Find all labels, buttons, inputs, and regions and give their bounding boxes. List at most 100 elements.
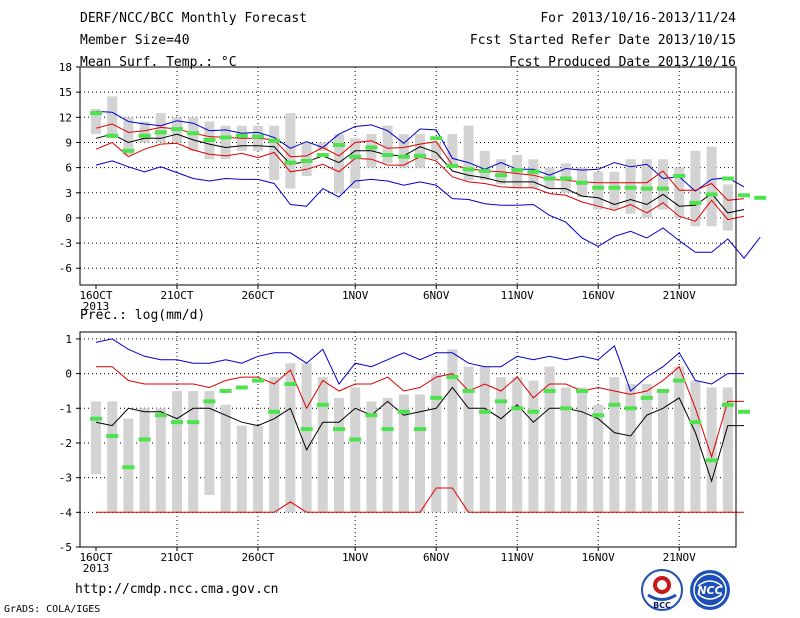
green-marker [397, 409, 410, 414]
green-marker [252, 378, 264, 383]
green-marker [689, 420, 702, 425]
green-marker [203, 137, 216, 142]
member-size: Member Size=40 [80, 33, 190, 48]
x-tick-label: 1NOV [342, 289, 369, 302]
upper-line [96, 365, 744, 459]
spread-bar [107, 401, 118, 513]
bcc-logo-icon: BCC [641, 569, 683, 611]
mean-line [95, 133, 745, 214]
spread-bar [350, 387, 361, 513]
green-marker [478, 409, 491, 414]
green-marker [284, 382, 297, 387]
produced-date: Fcst Produced Date 2013/10/16 [509, 55, 736, 70]
green-marker [527, 409, 540, 414]
green-marker [738, 409, 750, 414]
green-marker [640, 395, 653, 400]
spread-bar [301, 363, 312, 513]
spread-bar [91, 108, 101, 135]
spread-bar [398, 394, 409, 513]
y-tick-label: 6 [65, 162, 72, 175]
spread-bar [123, 117, 134, 156]
green-marker [381, 427, 394, 432]
upper-line [95, 123, 745, 201]
green-marker [689, 200, 702, 205]
green-marker [446, 163, 459, 168]
spread-bar [285, 363, 296, 513]
green-marker [430, 395, 443, 400]
x-tick-label: 21NOV [663, 551, 696, 564]
spread-bar [544, 366, 555, 513]
spread-bar [625, 384, 636, 513]
x-tick-label: 16OCT [79, 289, 112, 302]
x-tick-label: 21OCT [160, 289, 193, 302]
spread-bar [593, 171, 604, 210]
green-marker [705, 192, 718, 197]
green-marker [462, 167, 475, 172]
green-marker [333, 142, 345, 147]
spread-bar [609, 171, 620, 210]
spread-bar [172, 390, 182, 513]
green-marker [657, 388, 669, 393]
green-marker [721, 402, 734, 407]
spread-bar [479, 150, 490, 181]
y-tick-label: 1 [65, 333, 72, 346]
green-marker [235, 133, 248, 138]
spread-bar [641, 384, 652, 513]
x-tick-year-label: 2013 [83, 562, 110, 575]
spread-bar [91, 401, 101, 475]
green-marker [300, 427, 313, 432]
x-tick-label: 11NOV [501, 289, 534, 302]
max-line [95, 110, 745, 192]
spread-bar [415, 134, 425, 168]
spread-bar [609, 377, 620, 513]
green-marker [268, 138, 281, 143]
green-marker [268, 409, 281, 414]
y-tick-label: -4 [59, 506, 73, 519]
grads-credit: GrADS: COLA/IGES [4, 604, 101, 615]
green-marker [106, 133, 119, 138]
green-marker [333, 427, 345, 432]
x-tick-label: 16NOV [582, 551, 615, 564]
y-tick-label: 9 [65, 136, 72, 149]
green-marker [673, 174, 686, 178]
spread-bar [690, 150, 701, 227]
green-marker [365, 413, 378, 418]
spread-bar [528, 159, 539, 189]
spread-bar [658, 159, 668, 210]
bcc-logo-text: BCC [653, 601, 671, 610]
min-line [95, 160, 761, 259]
spread-bar [658, 390, 668, 513]
spread-bar [317, 142, 328, 151]
green-marker [559, 176, 572, 181]
spread-bar [674, 366, 685, 513]
y-tick-label: -3 [59, 472, 72, 485]
green-marker [235, 385, 248, 390]
footer-url[interactable]: http://cmdp.ncc.cma.gov.cn [75, 582, 279, 597]
green-marker [446, 375, 459, 380]
ncc-logo-text: NCC [697, 584, 722, 597]
x-tick-label: 1NOV [342, 551, 369, 564]
y-tick-label: -5 [59, 541, 72, 554]
green-marker [576, 180, 588, 185]
spread-bar [706, 387, 717, 513]
y-tick-label: -1 [59, 402, 72, 415]
spread-bar [560, 387, 571, 513]
x-tick-label: 16NOV [582, 289, 615, 302]
spread-bar [382, 125, 393, 164]
green-marker [608, 185, 621, 190]
green-marker [316, 153, 329, 158]
green-marker [138, 437, 151, 442]
header-left: DERF/NCC/BCC Monthly Forecast Member Siz… [80, 8, 307, 74]
panel-frame [79, 331, 737, 548]
spread-bar [496, 377, 506, 513]
x-tick-label: 21OCT [160, 551, 193, 564]
spread-bar [204, 390, 215, 495]
green-marker [122, 148, 135, 153]
green-marker [219, 135, 232, 140]
spread-bar [188, 390, 199, 513]
green-marker [171, 420, 183, 425]
mean-line [95, 386, 744, 483]
green-marker [414, 153, 426, 158]
green-marker [721, 176, 734, 181]
forecast-period: For 2013/10/16-2013/11/24 [540, 11, 736, 26]
